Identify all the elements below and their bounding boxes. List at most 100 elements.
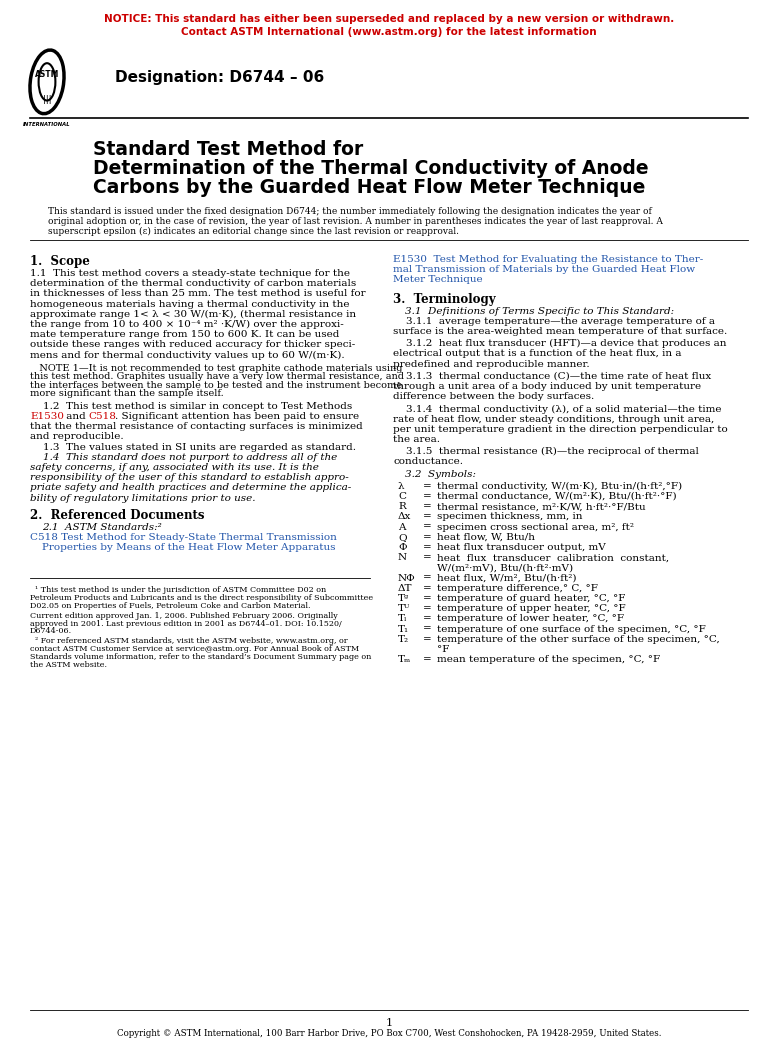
Text: =: = [423, 604, 432, 613]
Text: mal Transmission of Materials by the Guarded Heat Flow: mal Transmission of Materials by the Gua… [393, 265, 695, 274]
Text: NOTICE: This standard has either been superseded and replaced by a new version o: NOTICE: This standard has either been su… [104, 14, 674, 24]
Text: surface is the area-weighted mean temperature of that surface.: surface is the area-weighted mean temper… [393, 327, 727, 336]
Text: thermal conductance, W/(m²·K), Btu/(h·ft²·°F): thermal conductance, W/(m²·K), Btu/(h·ft… [437, 492, 677, 501]
Text: |||: ||| [43, 95, 51, 104]
Text: contact ASTM Customer Service at service@astm.org. For Annual Book of ASTM: contact ASTM Customer Service at service… [30, 645, 359, 653]
Text: that the thermal resistance of contacting surfaces is minimized: that the thermal resistance of contactin… [30, 423, 363, 431]
Text: approximate range 1< λ < 30 W/(m·K), (thermal resistance in: approximate range 1< λ < 30 W/(m·K), (th… [30, 310, 356, 319]
Text: predefined and reproducible manner.: predefined and reproducible manner. [393, 359, 590, 369]
Text: C: C [398, 492, 406, 501]
Text: superscript epsilon (ε) indicates an editorial change since the last revision or: superscript epsilon (ε) indicates an edi… [48, 227, 459, 236]
Text: λ: λ [398, 482, 405, 490]
Text: E1530: E1530 [30, 412, 64, 421]
Text: thermal conductivity, W/(m·K), Btu·in/(h·ft²,°F): thermal conductivity, W/(m·K), Btu·in/(h… [437, 482, 682, 491]
Text: =: = [423, 482, 432, 490]
Text: specimen cross sectional area, m², ft²: specimen cross sectional area, m², ft² [437, 523, 634, 532]
Text: heat flux transducer output, mV: heat flux transducer output, mV [437, 543, 606, 552]
Text: electrical output that is a function of the heat flux, in a: electrical output that is a function of … [393, 350, 682, 358]
Text: =: = [423, 625, 432, 634]
Text: 1.4  This standard does not purport to address all of the: 1.4 This standard does not purport to ad… [30, 453, 337, 462]
Text: heat flow, W, Btu/h: heat flow, W, Btu/h [437, 533, 535, 541]
Text: Determination of the Thermal Conductivity of Anode: Determination of the Thermal Conductivit… [93, 159, 649, 178]
Text: specimen thickness, mm, in: specimen thickness, mm, in [437, 512, 583, 522]
Text: the ASTM website.: the ASTM website. [30, 661, 107, 668]
Text: NOTE 1—It is not recommended to test graphite cathode materials using: NOTE 1—It is not recommended to test gra… [30, 363, 402, 373]
Text: Copyright © ASTM International, 100 Barr Harbor Drive, PO Box C700, West Conshoh: Copyright © ASTM International, 100 Barr… [117, 1029, 661, 1038]
Text: 3.1.2  heat flux transducer (HFT)—a device that produces an: 3.1.2 heat flux transducer (HFT)—a devic… [393, 339, 727, 349]
Text: 3.1.3  thermal conductance (C)—the time rate of heat flux: 3.1.3 thermal conductance (C)—the time r… [393, 372, 711, 381]
Text: =: = [423, 543, 432, 552]
Text: 1.  Scope: 1. Scope [30, 255, 90, 268]
Text: W/(m²·mV), Btu/(h·ft²·mV): W/(m²·mV), Btu/(h·ft²·mV) [437, 563, 573, 573]
Text: . Significant attention has been paid to ensure: . Significant attention has been paid to… [115, 412, 359, 421]
Text: =: = [423, 614, 432, 624]
Text: outside these ranges with reduced accuracy for thicker speci-: outside these ranges with reduced accura… [30, 340, 356, 350]
Text: temperature of lower heater, °C, °F: temperature of lower heater, °C, °F [437, 614, 624, 624]
Text: This standard is issued under the fixed designation D6744; the number immediatel: This standard is issued under the fixed … [48, 207, 652, 215]
Text: 2.  Referenced Documents: 2. Referenced Documents [30, 509, 205, 522]
Text: E1530  Test Method for Evaluating the Resistance to Ther-: E1530 Test Method for Evaluating the Res… [393, 255, 703, 264]
Text: Q: Q [398, 533, 407, 541]
Text: °F: °F [437, 645, 450, 654]
Text: 3.2  Symbols:: 3.2 Symbols: [405, 469, 476, 479]
Text: =: = [423, 492, 432, 501]
Text: per unit temperature gradient in the direction perpendicular to: per unit temperature gradient in the dir… [393, 425, 727, 434]
Text: 1.1  This test method covers a steady-state technique for the: 1.1 This test method covers a steady-sta… [30, 269, 350, 278]
Text: T₂: T₂ [398, 635, 409, 643]
Text: =: = [423, 594, 432, 603]
Text: 3.  Terminology: 3. Terminology [393, 293, 496, 306]
Text: =: = [423, 635, 432, 643]
Text: the range from 10 to 400 × 10⁻⁴ m² ·K/W) over the approxi-: the range from 10 to 400 × 10⁻⁴ m² ·K/W)… [30, 320, 344, 329]
Text: Δx: Δx [398, 512, 412, 522]
Text: temperature of guard heater, °C, °F: temperature of guard heater, °C, °F [437, 594, 626, 603]
Text: 3.1  Definitions of Terms Specific to This Standard:: 3.1 Definitions of Terms Specific to Thi… [405, 307, 674, 315]
Text: Tᵍ: Tᵍ [398, 594, 409, 603]
Text: =: = [423, 574, 432, 583]
Text: mens and for thermal conductivity values up to 60 W/(m·K).: mens and for thermal conductivity values… [30, 351, 345, 360]
Text: mate temperature range from 150 to 600 K. It can be used: mate temperature range from 150 to 600 K… [30, 330, 339, 339]
Text: Tₘ: Tₘ [398, 655, 412, 664]
Text: Tᵁ: Tᵁ [398, 604, 410, 613]
Text: =: = [423, 655, 432, 664]
Text: Properties by Means of the Heat Flow Meter Apparatus: Properties by Means of the Heat Flow Met… [42, 543, 335, 552]
Text: N: N [398, 553, 407, 562]
Text: heat flux, W/m², Btu/(h·ft²): heat flux, W/m², Btu/(h·ft²) [437, 574, 576, 583]
Text: conductance.: conductance. [393, 457, 463, 466]
Text: and reproducible.: and reproducible. [30, 432, 124, 441]
Text: Standard Test Method for: Standard Test Method for [93, 139, 363, 159]
Text: ASTM: ASTM [35, 70, 59, 79]
Text: temperature of upper heater, °C, °F: temperature of upper heater, °C, °F [437, 604, 626, 613]
Text: the interfaces between the sample to be tested and the instrument become: the interfaces between the sample to be … [30, 381, 402, 389]
Text: =: = [423, 502, 432, 511]
Text: 1: 1 [573, 178, 580, 188]
Text: Tₗ: Tₗ [398, 614, 408, 624]
Text: 1.2  This test method is similar in concept to Test Methods: 1.2 This test method is similar in conce… [30, 402, 352, 411]
Text: 3.1.5  thermal resistance (R)—the reciprocal of thermal: 3.1.5 thermal resistance (R)—the recipro… [393, 448, 699, 456]
Text: =: = [423, 553, 432, 562]
Text: temperature of the other surface of the specimen, °C,: temperature of the other surface of the … [437, 635, 720, 643]
Text: rate of heat flow, under steady conditions, through unit area,: rate of heat flow, under steady conditio… [393, 414, 714, 424]
Text: through a unit area of a body induced by unit temperature: through a unit area of a body induced by… [393, 382, 701, 391]
Text: T₁: T₁ [398, 625, 409, 634]
Text: =: = [423, 512, 432, 522]
Text: Standards volume information, refer to the standard’s Document Summary page on: Standards volume information, refer to t… [30, 653, 371, 661]
Text: Designation: D6744 – 06: Designation: D6744 – 06 [115, 70, 324, 85]
Text: 1.3  The values stated in SI units are regarded as standard.: 1.3 The values stated in SI units are re… [30, 442, 356, 452]
Text: Contact ASTM International (www.astm.org) for the latest information: Contact ASTM International (www.astm.org… [181, 27, 597, 37]
Text: 3.1.4  thermal conductivity (λ), of a solid material—the time: 3.1.4 thermal conductivity (λ), of a sol… [393, 404, 721, 413]
Text: =: = [423, 584, 432, 592]
Text: more significant than the sample itself.: more significant than the sample itself. [30, 389, 224, 399]
Text: bility of regulatory limitations prior to use.: bility of regulatory limitations prior t… [30, 493, 255, 503]
Text: safety concerns, if any, associated with its use. It is the: safety concerns, if any, associated with… [30, 463, 319, 472]
Text: C518 Test Method for Steady-State Thermal Transmission: C518 Test Method for Steady-State Therma… [30, 533, 337, 542]
Text: D02.05 on Properties of Fuels, Petroleum Coke and Carbon Material.: D02.05 on Properties of Fuels, Petroleum… [30, 602, 310, 610]
Text: original adoption or, in the case of revision, the year of last revision. A numb: original adoption or, in the case of rev… [48, 217, 663, 226]
Text: Meter Technique: Meter Technique [393, 276, 482, 284]
Text: thermal resistance, m²·K/W, h·ft²·°F/Btu: thermal resistance, m²·K/W, h·ft²·°F/Btu [437, 502, 646, 511]
Text: priate safety and health practices and determine the applica-: priate safety and health practices and d… [30, 483, 351, 492]
Text: =: = [423, 523, 432, 532]
Text: ΔT: ΔT [398, 584, 412, 592]
Text: in thicknesses of less than 25 mm. The test method is useful for: in thicknesses of less than 25 mm. The t… [30, 289, 366, 299]
Text: Carbons by the Guarded Heat Flow Meter Technique: Carbons by the Guarded Heat Flow Meter T… [93, 178, 646, 197]
Text: Φ: Φ [398, 543, 406, 552]
